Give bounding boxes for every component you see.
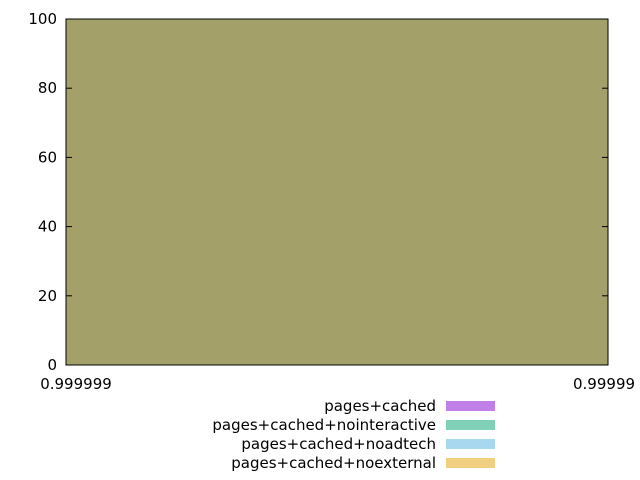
y-tick-label: 100 xyxy=(28,10,57,28)
y-tick-label: 40 xyxy=(38,218,57,236)
legend-swatch xyxy=(446,458,495,468)
legend-label: pages+cached+nointeractive xyxy=(212,416,436,434)
x-tick-label: 0.999999 xyxy=(40,375,112,393)
legend-label: pages+cached xyxy=(324,397,436,415)
legend-swatch xyxy=(446,401,495,411)
series-area-3 xyxy=(66,19,608,365)
legend-label: pages+cached+noadtech xyxy=(241,435,436,453)
legend-swatch xyxy=(446,420,495,430)
x-axis: 0.999999 0.99999 xyxy=(40,19,635,393)
legend-swatch xyxy=(446,439,495,449)
y-tick-label: 0 xyxy=(47,356,57,374)
y-tick-label: 60 xyxy=(38,148,57,166)
y-tick-label: 20 xyxy=(38,287,57,305)
legend: pages+cachedpages+cached+nointeractivepa… xyxy=(212,397,495,472)
y-tick-label: 80 xyxy=(38,79,57,97)
x-tick-label: 0.99999 xyxy=(573,375,635,393)
y-axis: 0 20 40 60 80 100 xyxy=(28,10,608,374)
plot-area xyxy=(65,18,609,366)
legend-label: pages+cached+noexternal xyxy=(231,454,436,472)
plot-frame xyxy=(65,18,609,366)
